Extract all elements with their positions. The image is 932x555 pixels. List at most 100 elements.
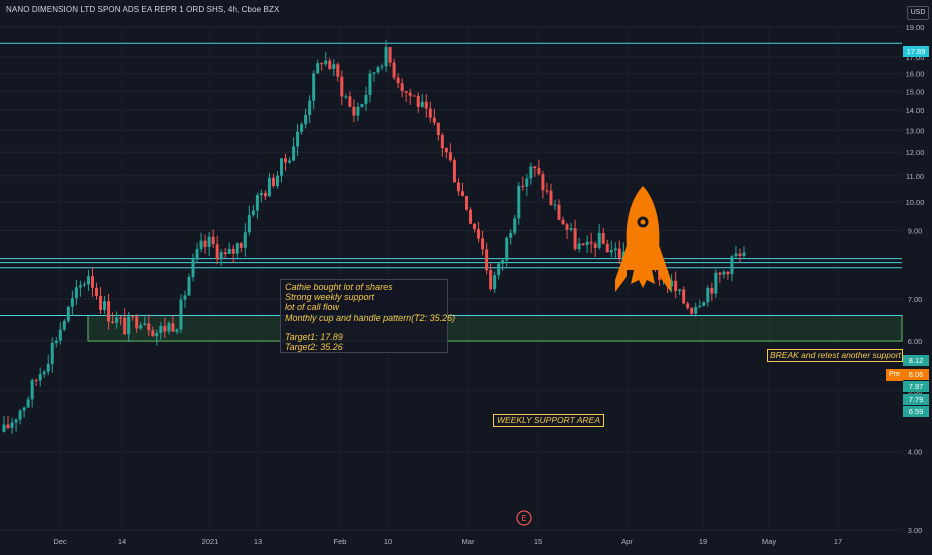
candle-body <box>259 192 263 196</box>
price-tick-label: 16.00 <box>906 70 925 79</box>
target-line: Target2: 35.26 <box>285 342 343 353</box>
price-tag-target: 17.89 <box>903 46 929 57</box>
note-spacer <box>285 323 443 332</box>
candle-body <box>271 177 275 186</box>
candle-body <box>682 289 686 304</box>
candle-body <box>477 229 481 239</box>
candle-body <box>340 76 344 97</box>
candle-body <box>312 73 316 101</box>
candle-body <box>78 285 82 288</box>
candle-body <box>364 94 368 104</box>
candle-body <box>14 419 18 423</box>
weekly-support-label[interactable]: WEEKLY SUPPORT AREA <box>493 414 604 427</box>
candle-body <box>372 72 376 74</box>
candle-body <box>147 323 151 331</box>
candle-body <box>267 177 271 197</box>
candle-body <box>376 67 380 73</box>
candle-body <box>469 209 473 224</box>
candle-body <box>561 219 565 225</box>
candle-body <box>239 243 243 248</box>
time-tick-label: Apr <box>621 537 633 546</box>
candle-body <box>352 106 356 116</box>
candle-body <box>344 96 348 98</box>
candle-body <box>275 175 279 186</box>
candle-body <box>444 148 448 153</box>
candle-body <box>384 47 388 67</box>
candle-body <box>601 232 605 244</box>
note-line: lot of call flow <box>285 302 340 313</box>
candle-body <box>316 63 320 74</box>
candle-body <box>742 252 746 256</box>
candle-body <box>690 307 694 314</box>
candle-body <box>617 248 621 259</box>
candle-body <box>460 191 464 197</box>
candle-body <box>734 253 738 257</box>
candle-body <box>175 329 179 332</box>
candle-body <box>569 228 573 230</box>
time-tick-label: 13 <box>254 537 262 546</box>
earnings-marker-icon[interactable]: E <box>516 510 532 526</box>
candle-body <box>493 275 497 290</box>
candle-body <box>22 407 26 411</box>
candle-body <box>328 60 332 69</box>
candle-body <box>211 236 215 245</box>
candle-body <box>714 272 718 294</box>
candle-body <box>288 160 292 163</box>
candle-body <box>143 323 147 326</box>
candle-body <box>706 287 710 303</box>
candle-body <box>215 244 219 260</box>
candle-body <box>698 305 702 308</box>
candle-body <box>505 237 509 261</box>
note-line: Monthly cup and handle pattern(T2: 35.26… <box>285 312 456 323</box>
candle-body <box>139 325 143 329</box>
candle-body <box>613 248 617 251</box>
time-tick-label: 10 <box>384 537 392 546</box>
candle-body <box>199 240 203 249</box>
candle-body <box>718 272 722 275</box>
candle-body <box>573 228 577 250</box>
candle-body <box>674 280 678 291</box>
candle-body <box>336 64 340 77</box>
candle-body <box>609 250 613 253</box>
candle-body <box>710 287 714 294</box>
candle-body <box>103 301 107 311</box>
candle-body <box>6 424 10 428</box>
candle-body <box>187 277 191 296</box>
candle-body <box>151 330 155 337</box>
candle-body <box>416 95 420 107</box>
break-retest-label[interactable]: BREAK and retest another support <box>767 349 903 362</box>
candle-body <box>509 232 513 238</box>
candle-body <box>501 260 505 264</box>
candle-body <box>388 47 392 63</box>
candle-body <box>90 276 94 288</box>
time-axis[interactable]: Dec 14 2021 13 Feb 10 Mar 15 Apr 19 May 17 <box>53 537 842 546</box>
note-line: Strong weekly support <box>285 292 375 303</box>
candle-body <box>424 101 428 109</box>
time-tick-label: 17 <box>834 537 842 546</box>
candle-body <box>738 253 742 256</box>
candle-body <box>107 301 111 322</box>
candle-body <box>127 316 131 335</box>
candle-body <box>332 64 336 69</box>
candle-body <box>231 248 235 254</box>
candle-body <box>30 380 34 400</box>
candle-body <box>195 248 199 260</box>
price-tick-label: 19.00 <box>906 23 925 32</box>
candle-body <box>82 284 86 286</box>
price-tick-label: 10.00 <box>906 198 925 207</box>
thesis-note[interactable]: Cathie bought lot of shares Strong weekl… <box>280 279 456 353</box>
candle-body <box>50 343 54 365</box>
candle-body <box>119 317 123 319</box>
price-axis[interactable]: 19.00 17.00 16.00 15.00 14.00 13.00 12.00 11.00… <box>906 23 925 535</box>
candle-body <box>485 249 489 271</box>
candle-body <box>529 166 533 179</box>
candle-body <box>115 317 119 323</box>
candle-body <box>730 256 734 275</box>
candle-body <box>473 223 477 230</box>
candle-body <box>219 252 223 260</box>
currency-badge[interactable]: USD <box>907 6 929 20</box>
candle-body <box>448 152 452 161</box>
candle-body <box>597 232 601 248</box>
